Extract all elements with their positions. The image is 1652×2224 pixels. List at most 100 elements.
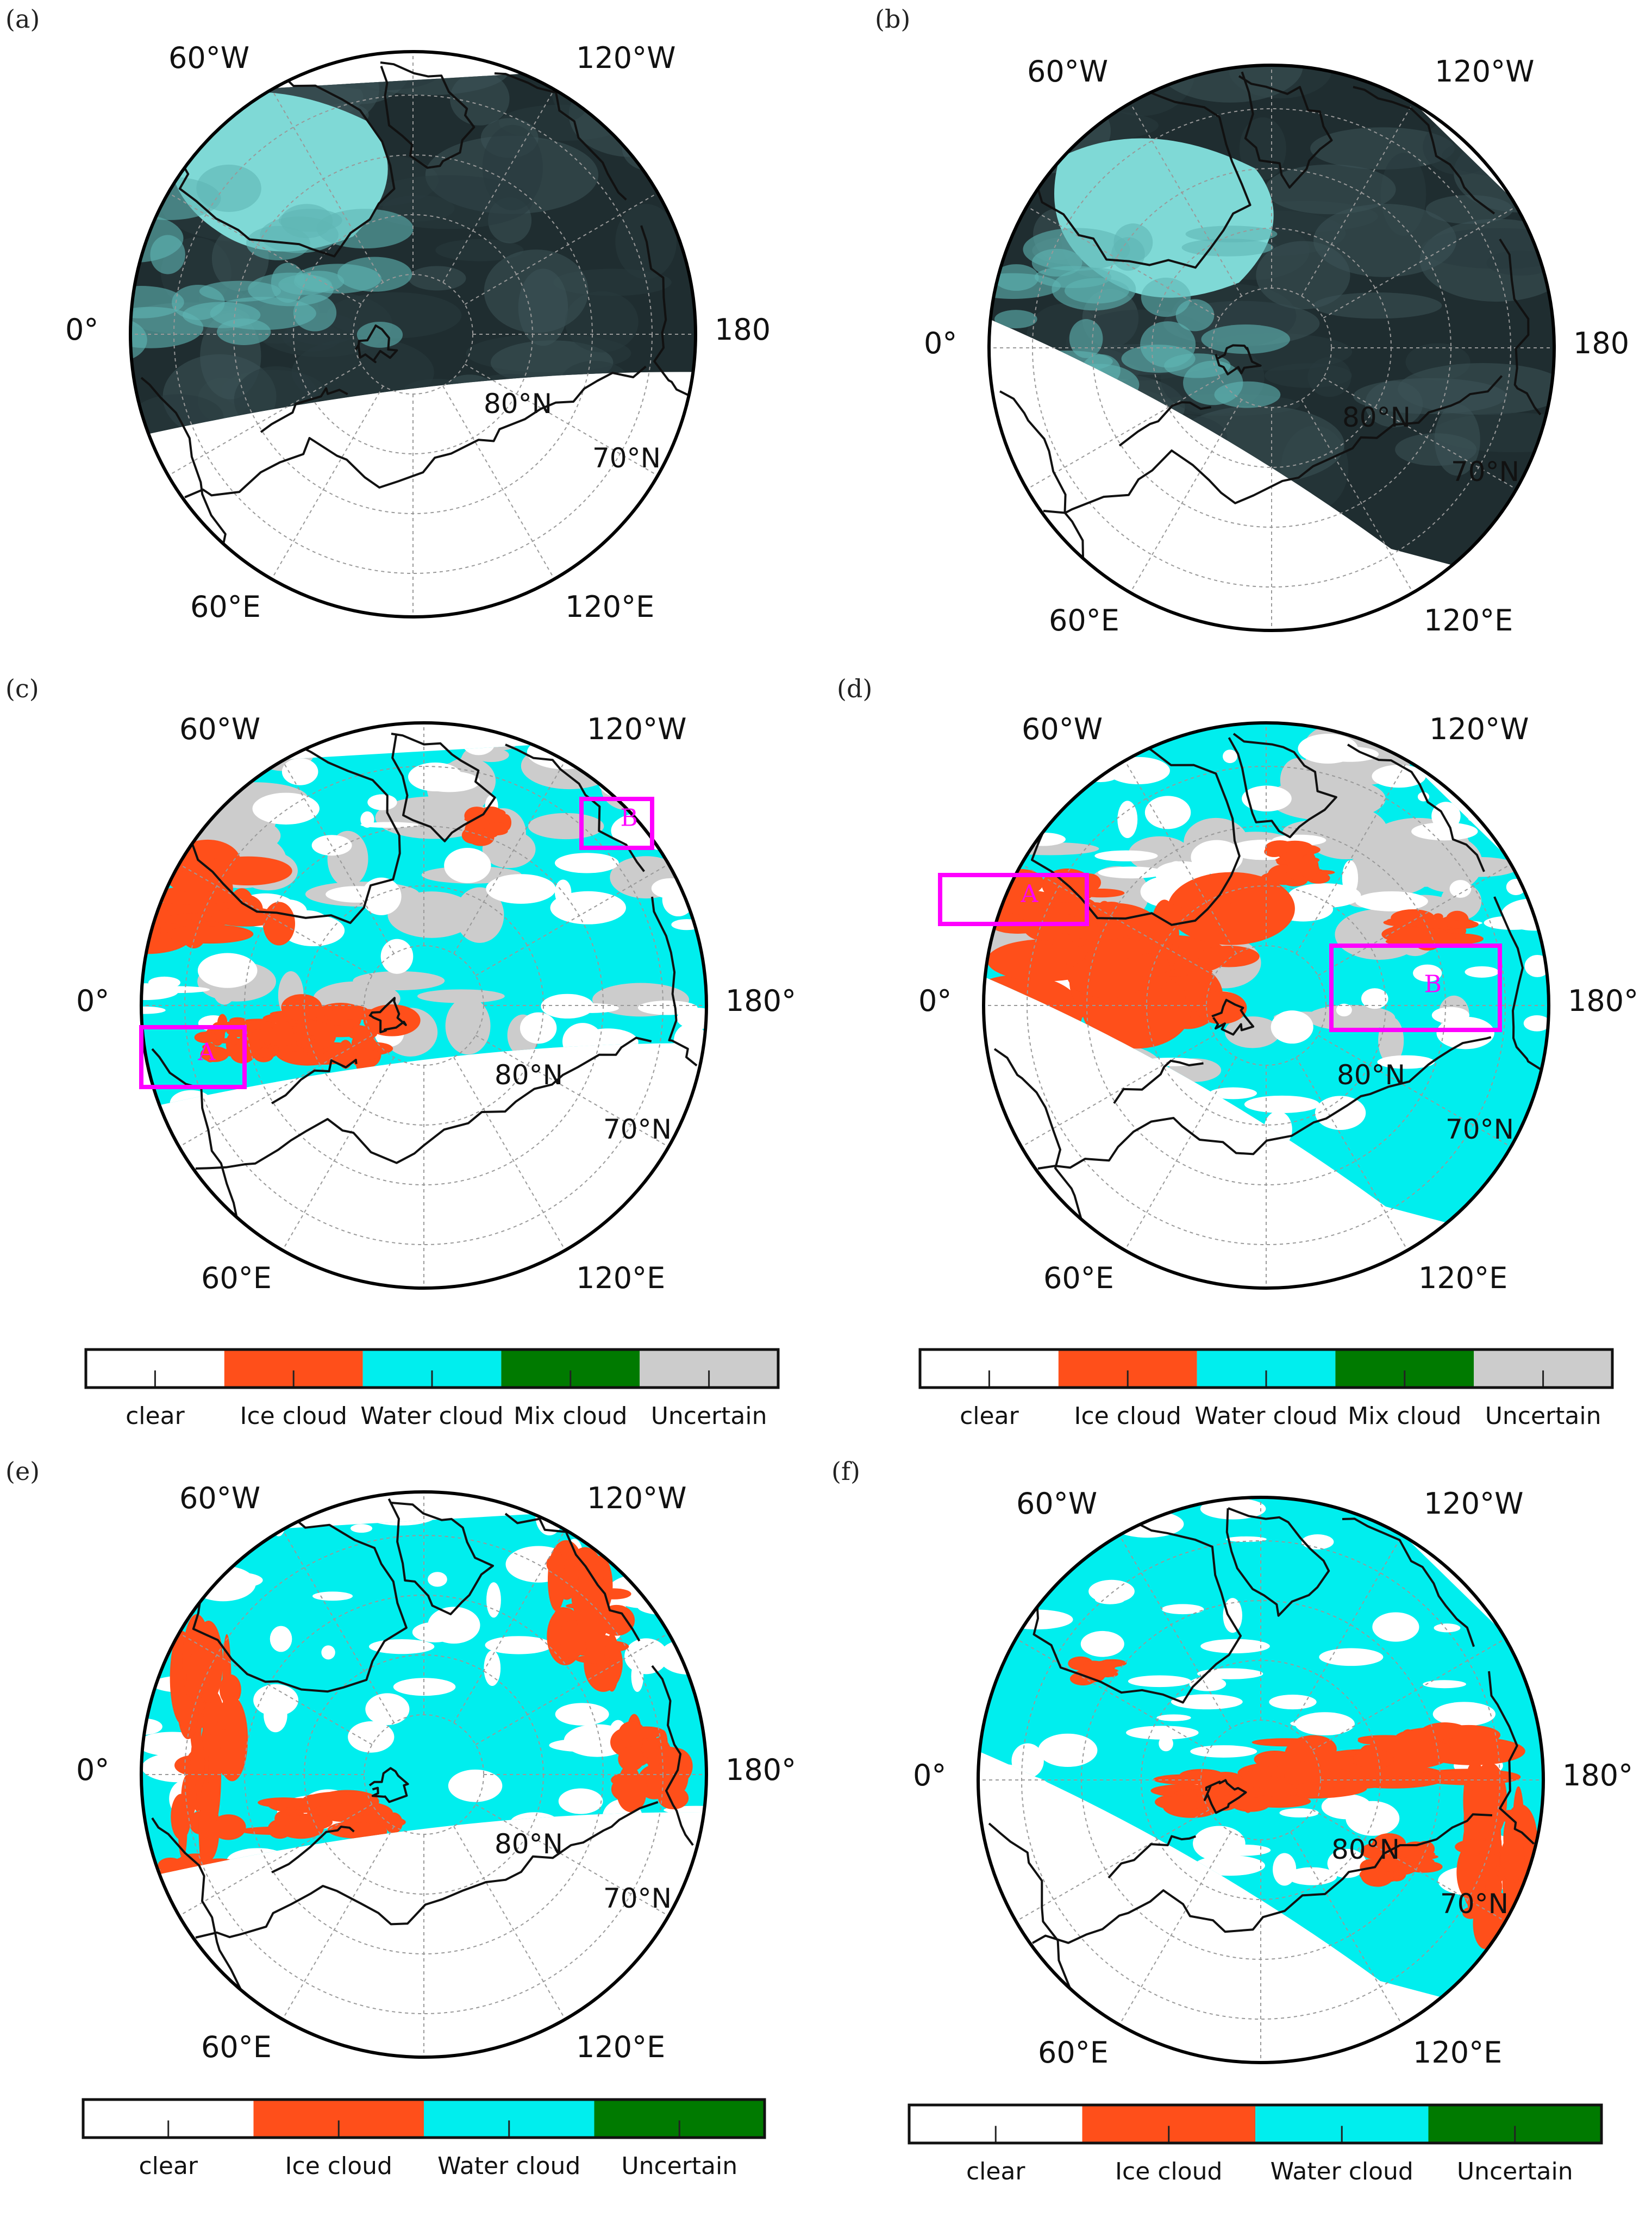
clear-patch [321,1645,335,1660]
meridian-line [179,1804,373,1916]
clear-patch [1434,1623,1461,1633]
colorbar-label: clear [966,2158,1025,2185]
lat-label-80n: 80°N [1337,1059,1405,1091]
clear-patch [1119,1497,1156,1521]
siberia-coast [1032,1813,1493,1944]
clear-patch [1315,1096,1366,1130]
coastlines-a [140,61,691,600]
clear-patch [622,1536,694,1567]
clear-patch [1271,1010,1313,1044]
colorbar-frame [918,1348,1614,1389]
ice-cloud-patch [1286,847,1304,863]
colorbar-label: Ice cloud [285,2152,392,2180]
map-panel-f: 60°W 120°W 0° 180° 60°E 120°E 80°N 70°N [848,1462,1652,2114]
novaya-zemlya-coast [1107,1835,1197,1879]
lon-label-60w: 60°W [179,1481,260,1515]
clear-patch [681,1527,706,1548]
colorbar-label: Uncertain [1485,1402,1601,1430]
clear-patch [1125,1726,1199,1740]
clear-patch [671,919,703,930]
uncertain-patch [482,830,536,869]
clear-patch [148,1601,161,1635]
ice-cloud-patch [1170,968,1213,975]
ice-cloud-patch [1081,1663,1098,1669]
ice-cloud-patch [278,1818,323,1839]
uncertain-patch [1224,1016,1280,1048]
ice-cloud-patch [198,1779,214,1879]
meridian-line [1290,1831,1403,2025]
lon-label-0: 0° [924,326,957,360]
bright-cloud [130,307,204,348]
bright-cloud [150,235,185,274]
greenland-coast [192,1516,408,1693]
colorbar-label: Uncertain [650,1402,767,1430]
uncertain-patch [417,989,505,1003]
colorbar-svg [84,1348,780,1389]
clear-patch [1342,860,1359,896]
ice-cloud-patch [484,822,508,834]
clear-patch [558,1788,603,1814]
swath-a [130,63,696,443]
clear-patch [1156,1714,1191,1721]
clear-patch [270,1626,292,1652]
archipelago-coast [1228,733,1337,839]
ice-cloud-patch [656,1755,689,1798]
clear-patch [367,794,397,810]
meridian-line [442,89,555,283]
lon-label-0: 0° [913,1758,946,1792]
archipelago-coast [391,733,496,842]
clear-patch [282,915,345,947]
uncertain-patch [387,891,476,938]
meridian-line [453,1057,566,1251]
bright-cloud [278,274,332,295]
clear-patch [1128,1675,1191,1688]
meridian-line [1312,1638,1506,1751]
svalbard-coast [368,1767,409,1803]
map-boundary-e [140,1490,708,2059]
clear-patch [1161,1604,1204,1615]
colorbar-label: Ice cloud [1074,1402,1181,1430]
map-disk-d [984,723,1549,1288]
lon-label-120w: 120°W [576,41,675,75]
bright-cloud [172,285,225,320]
meridian-line [1130,103,1242,297]
ice-cloud-patch [618,1721,645,1744]
ice-cloud-patch [181,1773,197,1820]
clear-patch [1223,749,1237,764]
ice-cloud-patch [1395,927,1435,945]
colorbar-svg [82,2098,766,2139]
cloud-texture [1239,117,1286,180]
lat-label-80n: 80°N [1331,1834,1400,1865]
lon-label-180: 180° [725,1753,796,1787]
clear-patch [1465,966,1499,978]
clear-patch [611,813,669,848]
clear-patch [312,1591,353,1601]
uncertain-patch [353,971,445,991]
ice-cloud-patch [312,1803,371,1818]
clear-patch [1190,1745,1257,1758]
map-panel-b: 60°W 120°W 0° 180 60°E 120°E 80°N 70°N [869,0,1652,658]
ice-cloud-patch [1485,1847,1497,1914]
canada-coast [1347,744,1485,872]
lon-label-120w: 120°W [587,712,686,746]
colorbar-label: Mix cloud [1348,1402,1462,1430]
map-panel-c: A B 60°W 120°W 0° 180° 60°E 120°E 80°N 70°N [0,679,826,1332]
clear-patch [1242,785,1292,812]
ice-cloud-patch [575,1655,611,1664]
meridian-line [179,1633,373,1745]
clear-patch [667,786,679,799]
map-boundary-d [982,721,1550,1290]
colorbar-label: Uncertain [621,2152,738,2180]
colorbar-e: clear Ice cloud Water cloud Uncertain [82,2098,766,2196]
bright-cloud [1201,324,1291,354]
clear-patch [428,1607,480,1644]
region-box-B [579,797,654,850]
lon-label-120w: 120°W [587,1481,686,1515]
meridian-line [475,1633,669,1745]
cloud-texture [1395,433,1477,466]
clear-patch [1159,1735,1173,1752]
clear-patch [1495,809,1534,817]
colorbar-label: Water cloud [360,1402,504,1430]
lon-label-0: 0° [918,984,952,1018]
clear-patch [1460,1563,1521,1579]
